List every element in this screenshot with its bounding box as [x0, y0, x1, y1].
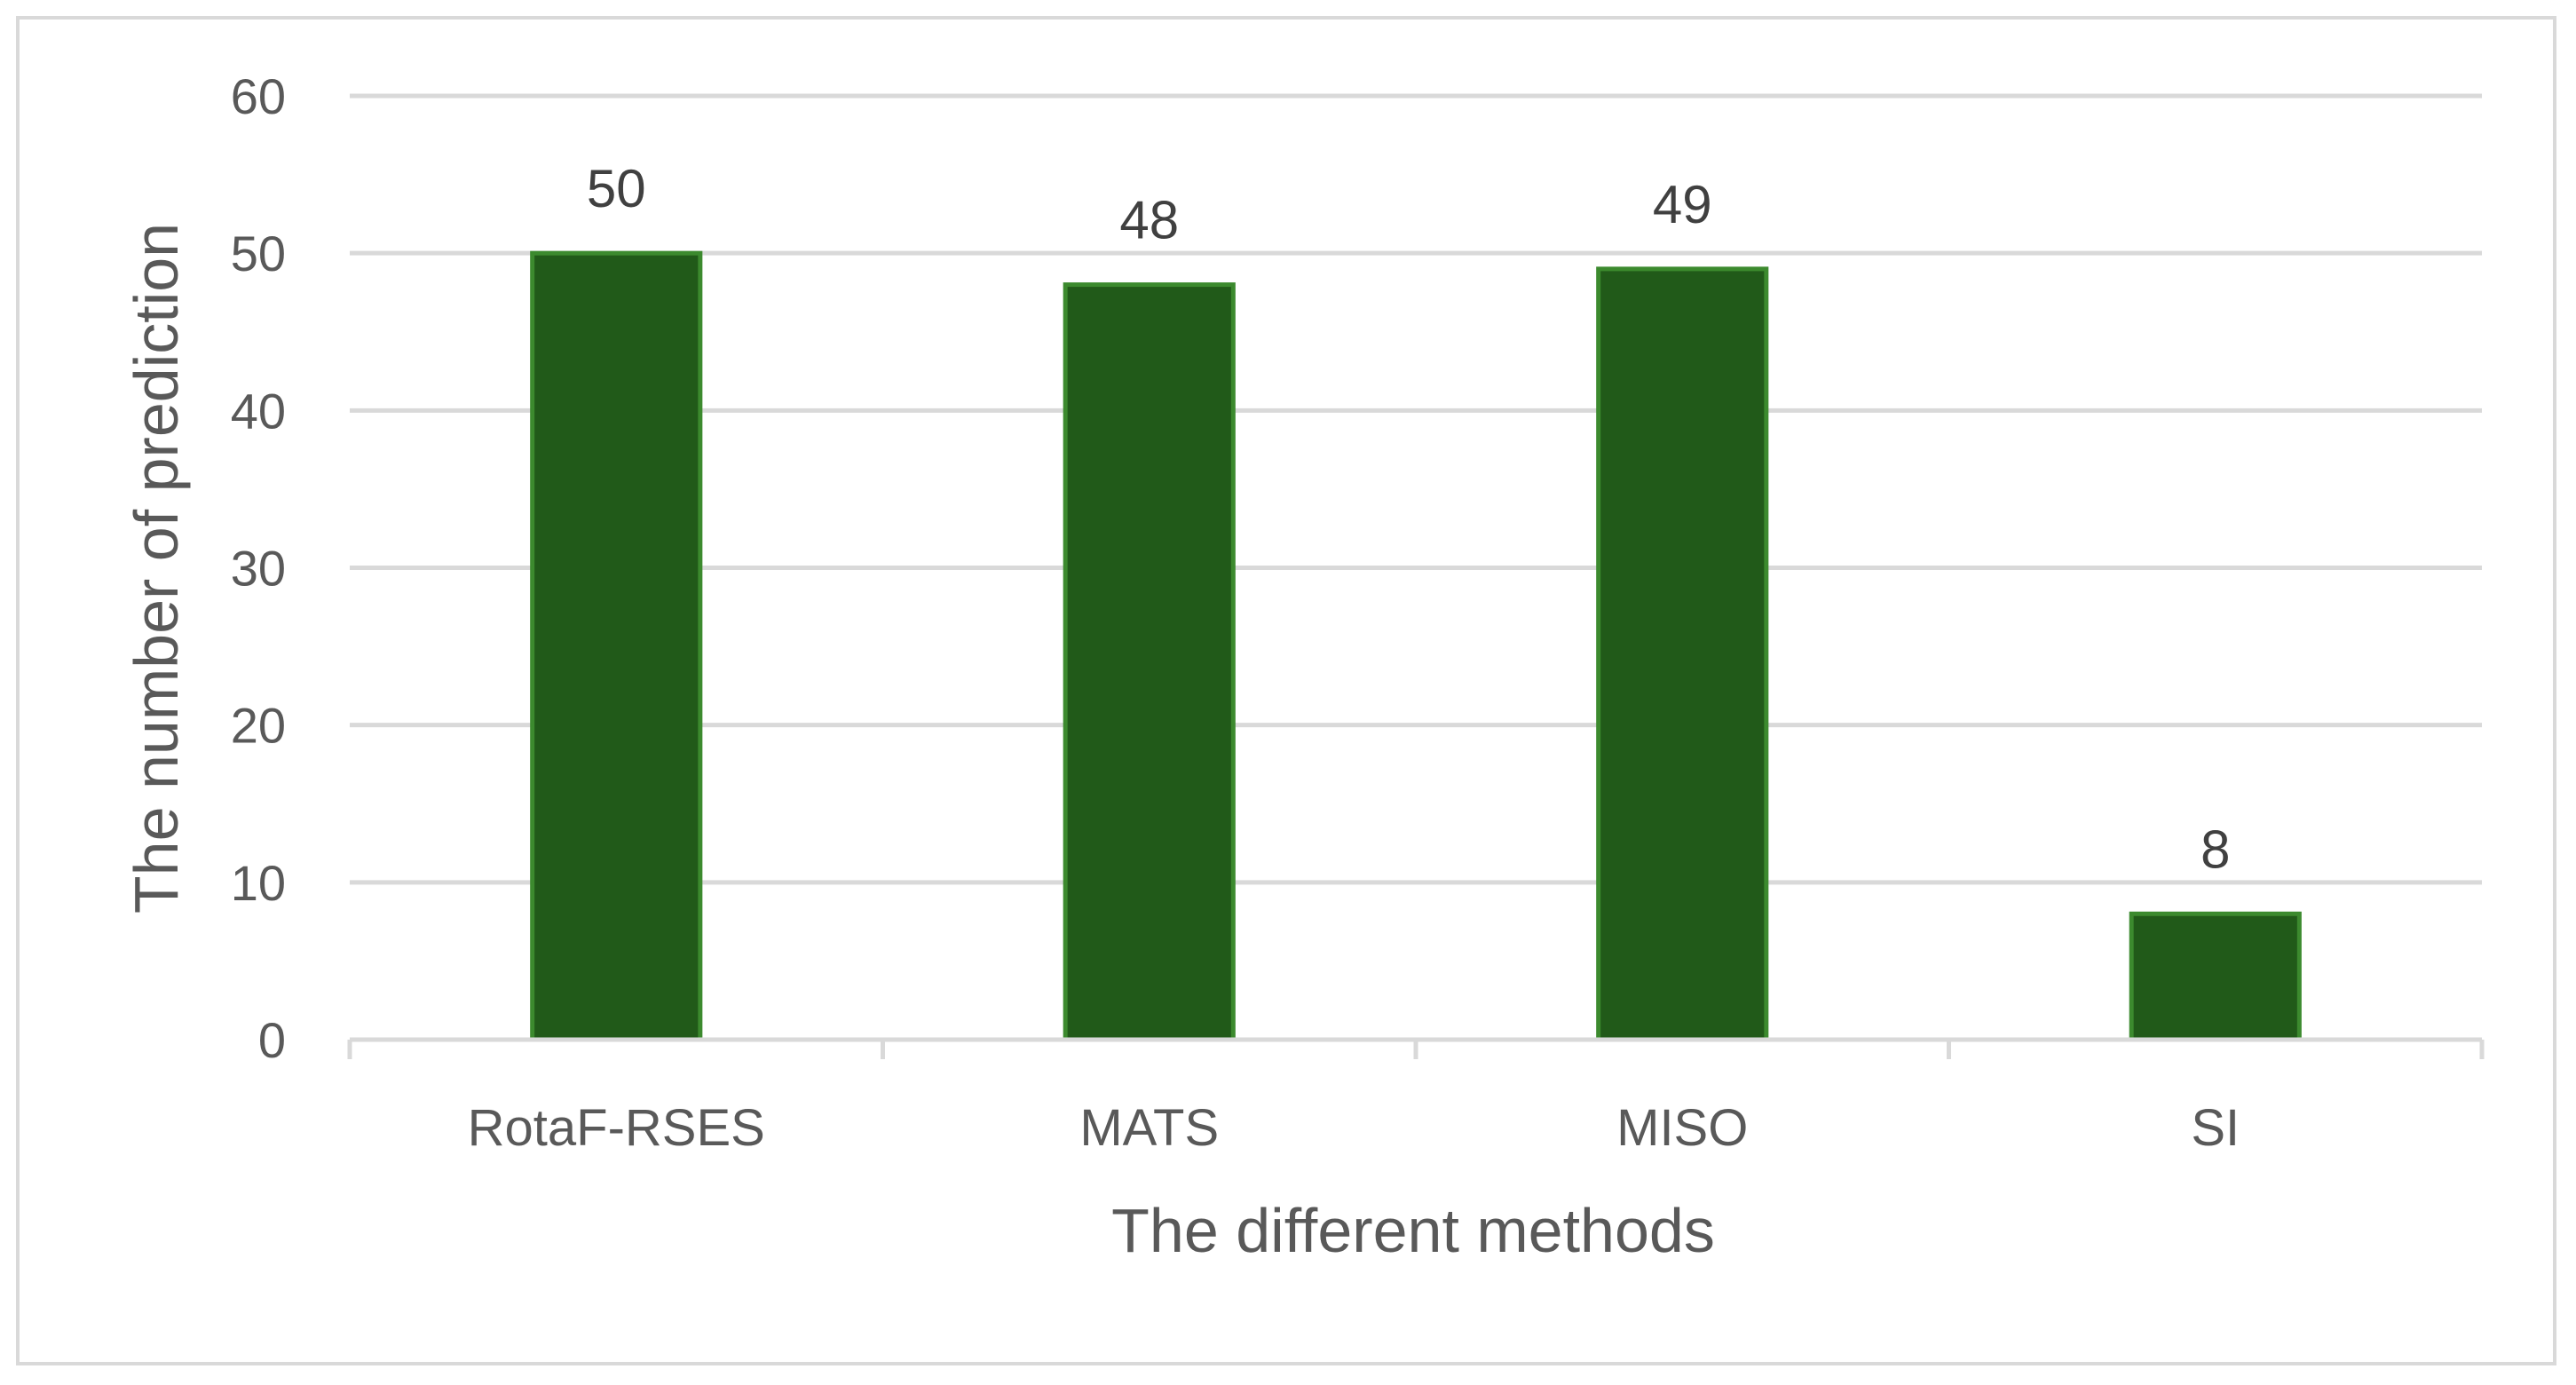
y-tick-label: 10 — [231, 855, 286, 911]
data-label: 8 — [2201, 819, 2230, 879]
data-labels: 50 48 49 8 — [587, 159, 2231, 879]
y-tick-label: 20 — [231, 698, 286, 754]
bars — [530, 250, 2302, 1042]
chart-frame — [16, 16, 2556, 1365]
x-axis — [347, 1037, 2485, 1059]
x-tick-label: MATS — [1079, 1099, 1219, 1157]
data-label: 50 — [587, 159, 646, 218]
data-label: 49 — [1653, 175, 1712, 234]
y-axis-title: The number of prediction — [122, 223, 191, 914]
y-tick-label: 0 — [258, 1012, 286, 1068]
x-tick-label: MISO — [1616, 1099, 1748, 1157]
bar — [1063, 282, 1236, 1042]
bar — [2129, 911, 2302, 1042]
bar — [1596, 266, 1769, 1042]
y-tick-label: 30 — [231, 541, 286, 597]
y-tick-label: 60 — [231, 68, 286, 124]
x-tick-label: SI — [2191, 1099, 2240, 1157]
x-axis-title: The different methods — [1111, 1196, 1715, 1265]
y-tick-label: 50 — [231, 226, 286, 281]
bar — [530, 250, 703, 1042]
gridlines — [350, 93, 2482, 885]
y-tick-label: 40 — [231, 383, 286, 439]
y-tick-labels: 0 10 20 30 40 50 60 — [231, 68, 286, 1068]
data-label: 48 — [1119, 191, 1179, 250]
x-tick-label: RotaF-RSES — [468, 1099, 765, 1157]
category-labels: RotaF-RSES MATS MISO SI — [468, 1099, 2240, 1157]
